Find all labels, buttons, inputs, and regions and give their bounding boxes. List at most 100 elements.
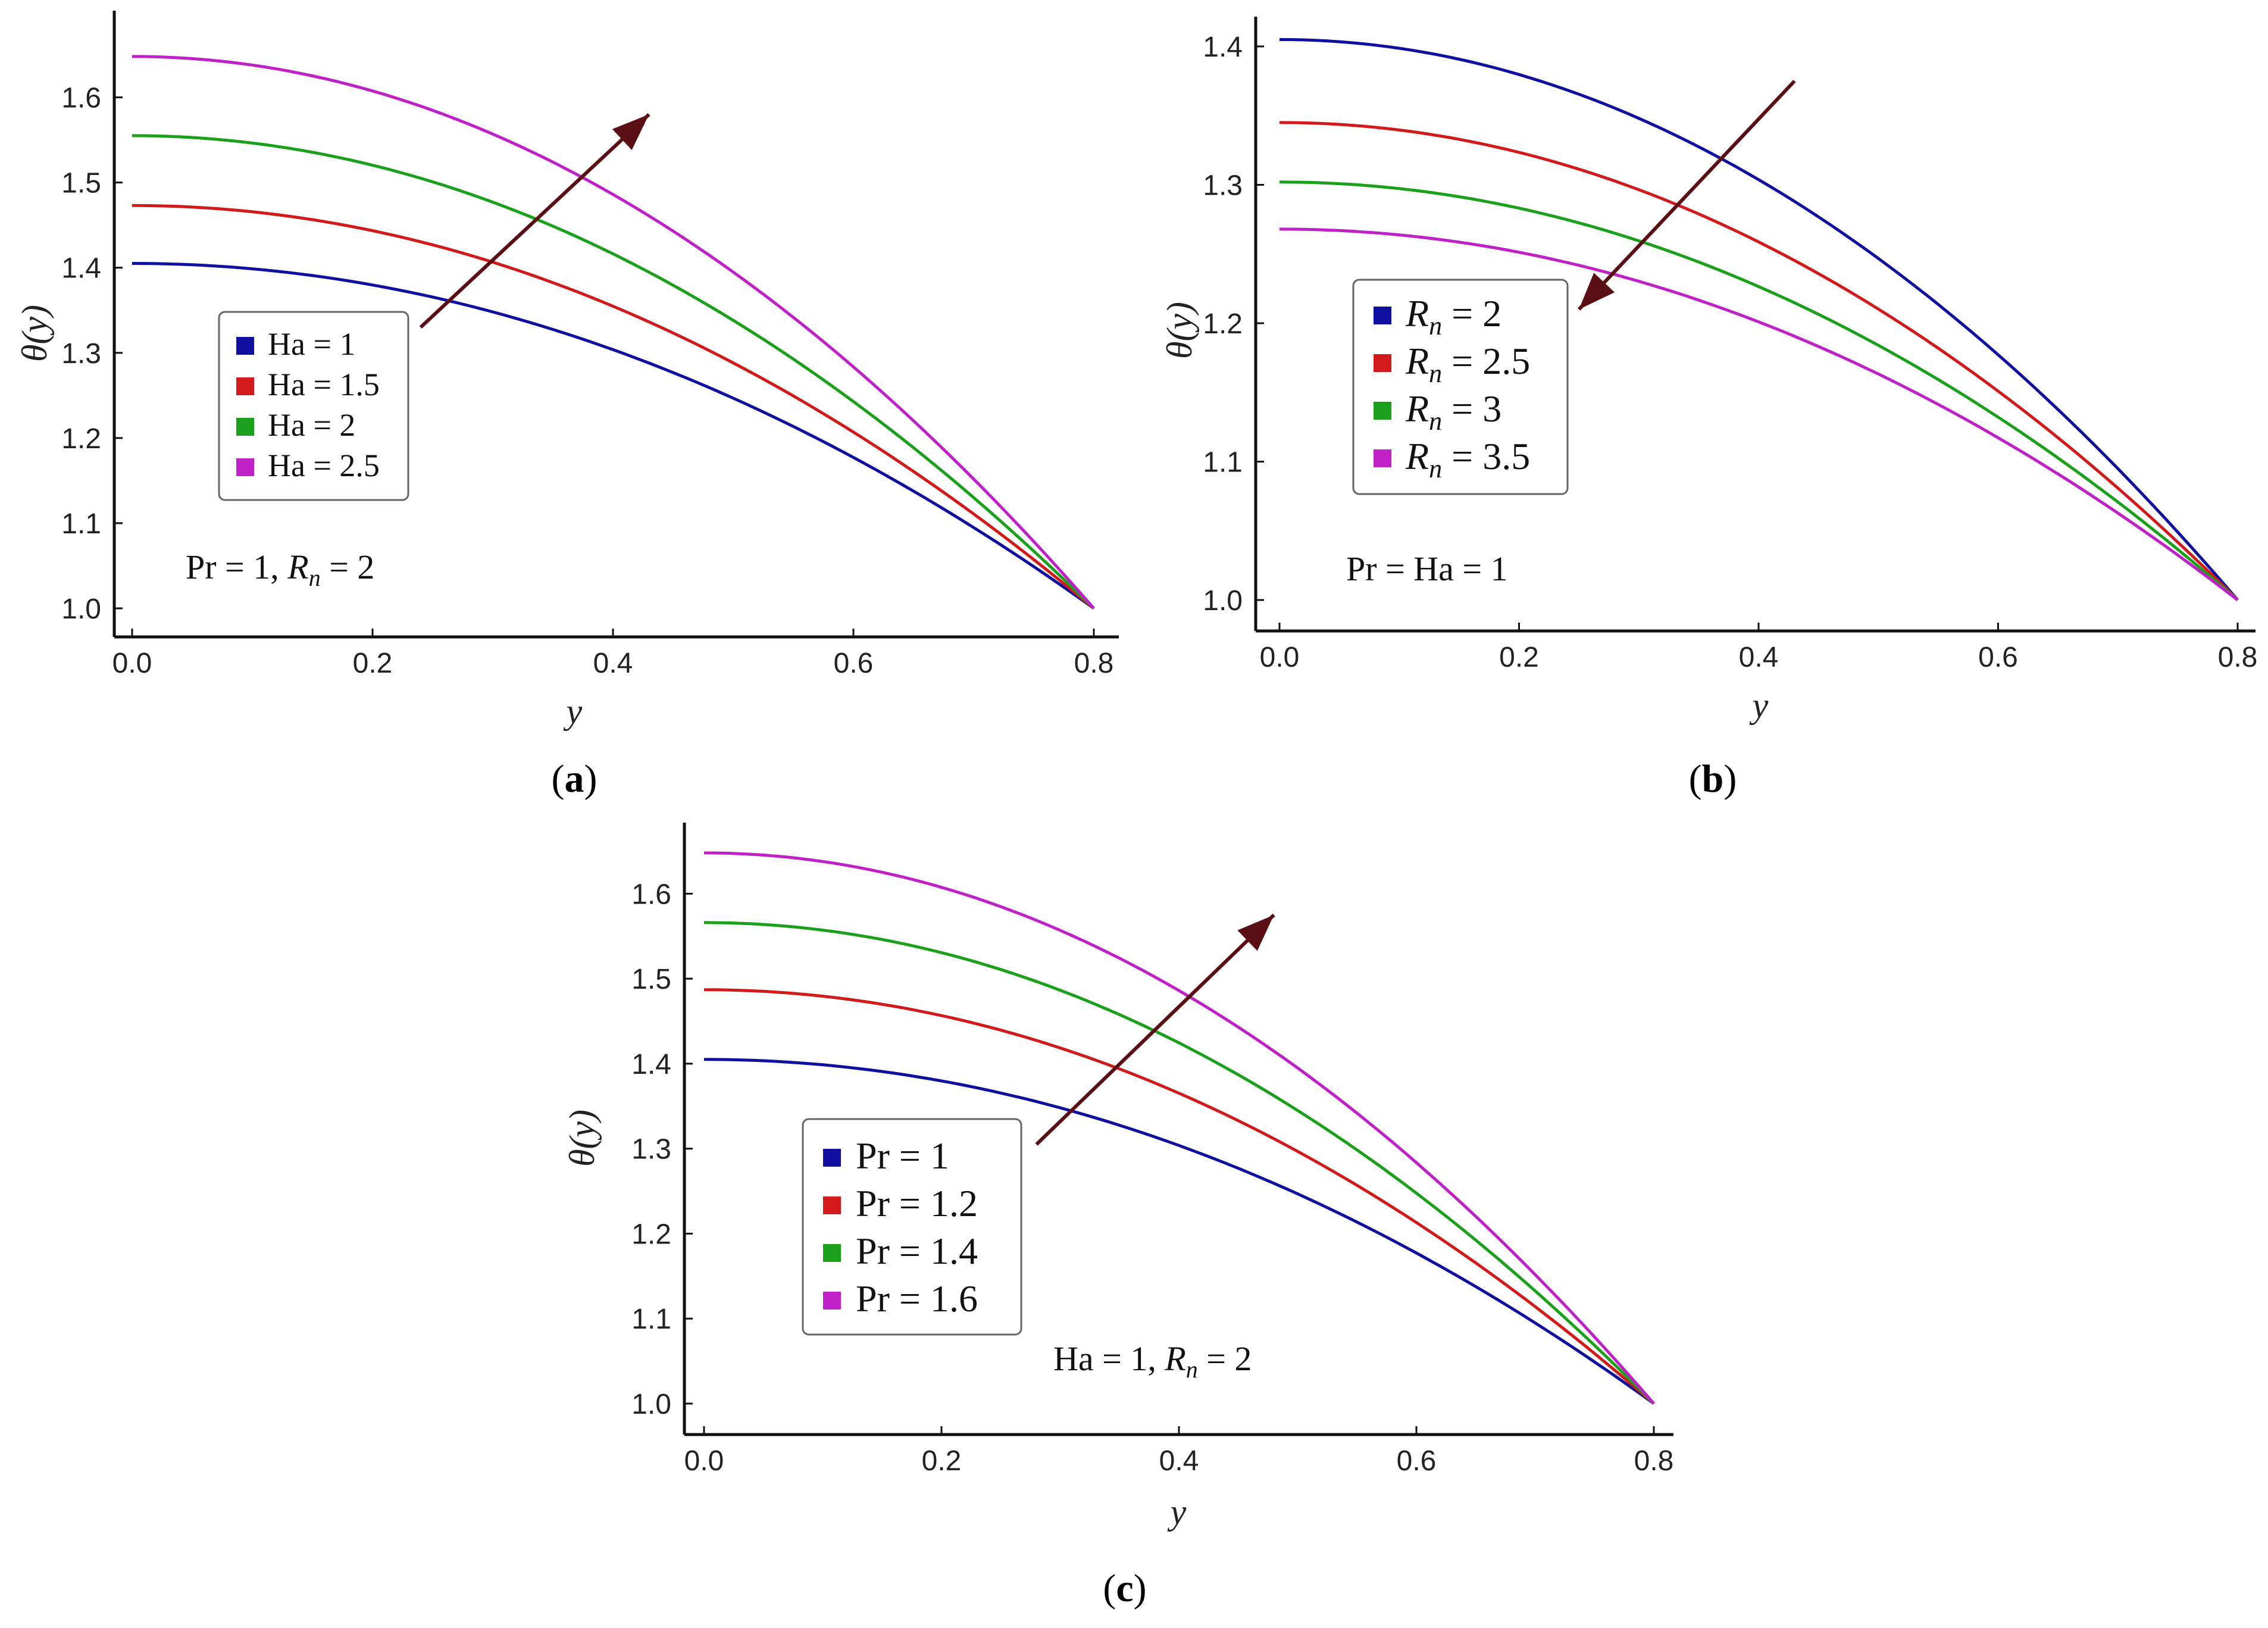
legend-swatch <box>1374 402 1391 420</box>
y-tick-label: 1.6 <box>61 83 101 114</box>
series-line-0 <box>132 262 1095 610</box>
y-tick-label: 1.5 <box>61 168 101 199</box>
ticks-b: 0.0 0.2 0.4 0.6 0.8 1.0 1.1 1.2 1.3 1.4 <box>1203 32 2257 673</box>
legend-swatch <box>823 1196 841 1214</box>
series-line-1 <box>132 204 1095 610</box>
x-tick-label: 0.4 <box>1159 1445 1199 1477</box>
y-tick-label: 1.1 <box>61 508 101 540</box>
series-line-2 <box>1279 180 2239 601</box>
ticks-c: 0.0 0.2 0.4 0.6 0.8 1.0 1.1 1.2 1.3 1.4 1.5 1.6 <box>631 879 1673 1477</box>
y-tick-label: 1.2 <box>61 423 101 455</box>
x-tick-label: 0.6 <box>1397 1445 1437 1477</box>
y-tick-label: 1.4 <box>631 1049 671 1080</box>
x-axis-title-c: y <box>1167 1492 1187 1532</box>
series-line-3 <box>1279 227 2239 601</box>
x-tick-label: 0.6 <box>834 648 874 679</box>
trend-arrow-shaft <box>419 113 650 329</box>
panel-label-c: (c) <box>1103 1567 1146 1610</box>
legend-item-a-3: Ha = 2.5 <box>236 448 380 483</box>
y-tick-label: 1.1 <box>1203 447 1243 479</box>
legend-swatch <box>823 1149 841 1167</box>
y-tick-label: 1.0 <box>631 1389 671 1420</box>
series-line-1 <box>1279 121 2239 601</box>
panel-a: 0.0 0.2 0.4 0.6 0.8 1.0 1.1 1.2 1.3 1.4 1.5 1.6 y θ… <box>15 11 1119 801</box>
legend-label: Ha = 1 <box>268 326 355 362</box>
panel-c: 0.0 0.2 0.4 0.6 0.8 1.0 1.1 1.2 1.3 1.4 1.5 1.6 y θ… <box>562 823 1673 1610</box>
annotation-b: Pr = Ha = 1 <box>1346 549 1508 588</box>
legend-swatch <box>823 1244 841 1262</box>
legend-swatch <box>1374 307 1391 324</box>
y-tick-label: 1.2 <box>1203 308 1243 340</box>
x-tick-label: 0.6 <box>1978 642 2018 673</box>
y-tick-label: 1.5 <box>631 964 671 995</box>
series-line-3 <box>703 851 1655 1405</box>
legend-label: Rn = 3 <box>1405 388 1501 436</box>
trend-arrow-shaft <box>1035 913 1275 1146</box>
y-tick-label: 1.4 <box>61 253 101 285</box>
x-tick-label: 0.0 <box>112 648 152 679</box>
x-tick-label: 0.0 <box>1260 642 1300 673</box>
legend-box-a <box>218 311 409 501</box>
legend-swatch <box>236 377 254 395</box>
ticks-a: 0.0 0.2 0.4 0.6 0.8 1.0 1.1 1.2 1.3 1.4 1.5 1.6 <box>61 83 1113 679</box>
x-tick-label: 0.8 <box>1074 648 1114 679</box>
trend-arrow-shaft <box>1577 80 1796 311</box>
trend-arrow-head <box>612 114 649 150</box>
y-tick-label: 1.0 <box>61 593 101 625</box>
panel-b: 0.0 0.2 0.4 0.6 0.8 1.0 1.1 1.2 1.3 1.4 y θ(y) Rn… <box>1160 17 2257 801</box>
x-tick-label: 0.4 <box>1739 642 1779 673</box>
legend-item-c-2: Pr = 1.4 <box>823 1230 978 1272</box>
legend-swatch <box>236 337 254 355</box>
x-tick-label: 0.8 <box>2218 642 2258 673</box>
x-axis-title-a: y <box>563 692 583 731</box>
y-tick-label: 1.1 <box>631 1304 671 1335</box>
legend-item-a-2: Ha = 2 <box>236 407 355 443</box>
legend-swatch <box>823 1292 841 1310</box>
y-tick-label: 1.6 <box>631 879 671 910</box>
legend-label: Pr = 1.4 <box>856 1230 978 1272</box>
trend-arrow-head <box>1579 273 1615 310</box>
x-axis-title-b: y <box>1749 686 1769 725</box>
series-line-0 <box>1279 38 2239 601</box>
x-tick-label: 0.8 <box>1634 1445 1674 1477</box>
legend-label: Ha = 2 <box>268 407 355 443</box>
plot-area-a <box>112 11 1119 639</box>
legend-label: Pr = 1.2 <box>856 1182 978 1224</box>
x-tick-label: 0.0 <box>684 1445 724 1477</box>
legend-item-c-0: Pr = 1 <box>823 1135 949 1177</box>
legend-b: Rn = 2 Rn = 2.5 Rn = 3 Rn = 3.5 <box>1352 279 1569 495</box>
panel-label-a: (a) <box>552 757 597 801</box>
x-tick-label: 0.4 <box>593 648 633 679</box>
legend-item-c-3: Pr = 1.6 <box>823 1277 978 1320</box>
y-tick-label: 1.2 <box>631 1218 671 1250</box>
annotation-c: Ha = 1, Rn = 2 <box>1053 1339 1252 1383</box>
y-tick-label: 1.3 <box>631 1134 671 1165</box>
legend-swatch <box>236 458 254 476</box>
legend-item-b-3: Rn = 3.5 <box>1374 435 1530 483</box>
series-line-2 <box>703 921 1655 1405</box>
x-tick-label: 0.2 <box>922 1445 962 1477</box>
x-tick-label: 0.2 <box>1499 642 1539 673</box>
y-axis-title-b: θ(y) <box>1160 302 1199 359</box>
series-line-2 <box>132 134 1095 610</box>
legend-label: Rn = 2 <box>1405 292 1501 340</box>
annotation-a: Pr = 1, Rn = 2 <box>186 548 374 591</box>
legend-box-b <box>1352 279 1569 495</box>
legend-item-a-1: Ha = 1.5 <box>236 367 380 402</box>
legend-item-c-1: Pr = 1.2 <box>823 1182 978 1224</box>
legend-label: Pr = 1.6 <box>856 1277 978 1320</box>
x-tick-label: 0.2 <box>353 648 393 679</box>
legend-item-b-0: Rn = 2 <box>1374 292 1501 340</box>
legend-box-c <box>802 1118 1022 1336</box>
legend-item-b-1: Rn = 2.5 <box>1374 340 1530 388</box>
y-tick-label: 1.0 <box>1203 585 1243 617</box>
y-tick-label: 1.4 <box>1203 32 1243 63</box>
legend-item-b-2: Rn = 3 <box>1374 388 1501 436</box>
legend-label: Rn = 2.5 <box>1405 340 1530 388</box>
series-line-3 <box>132 55 1095 610</box>
legend-swatch <box>1374 354 1391 372</box>
legend-label: Ha = 1.5 <box>268 367 380 402</box>
y-axis-title-a: θ(y) <box>15 305 54 362</box>
y-tick-label: 1.3 <box>1203 170 1243 202</box>
